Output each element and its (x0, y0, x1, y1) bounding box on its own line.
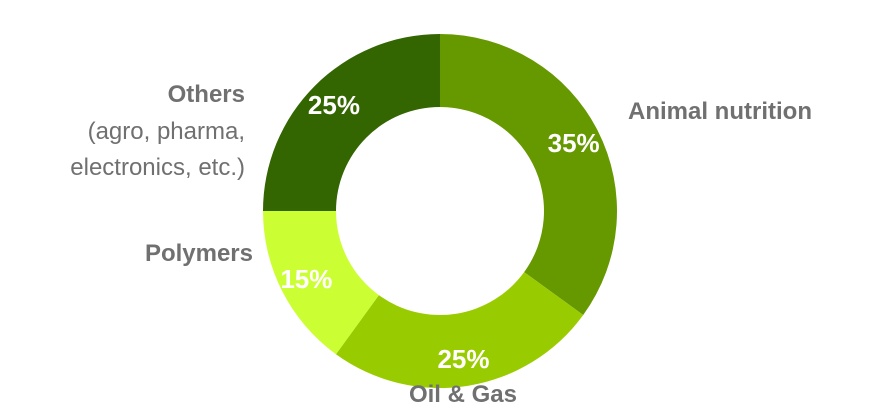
donut-slices (263, 34, 617, 388)
slice-others (263, 34, 440, 211)
category-sublabel-line: (agro, pharma, (88, 118, 245, 145)
slice-oil-gas (335, 272, 584, 388)
value-label-oil-gas: 25% (437, 344, 489, 374)
category-label-others: Others (168, 81, 245, 108)
slice-animal-nutrition (440, 34, 617, 316)
category-label-oil-gas: Oil & Gas (409, 381, 517, 408)
category-sublabel-others: (agro, pharma, electronics, etc.) (70, 118, 245, 181)
value-label-animal-nutrition: 35% (548, 128, 600, 158)
slice-polymers (263, 211, 379, 355)
category-sublabel-line: electronics, etc.) (70, 154, 245, 181)
category-label-polymers: Polymers (145, 240, 253, 267)
category-label-animal-nutrition: Animal nutrition (628, 98, 812, 125)
value-label-polymers: 15% (280, 264, 332, 294)
slice-value-labels: 35% 25% 15% 25% (280, 90, 599, 374)
value-label-others: 25% (308, 90, 360, 120)
